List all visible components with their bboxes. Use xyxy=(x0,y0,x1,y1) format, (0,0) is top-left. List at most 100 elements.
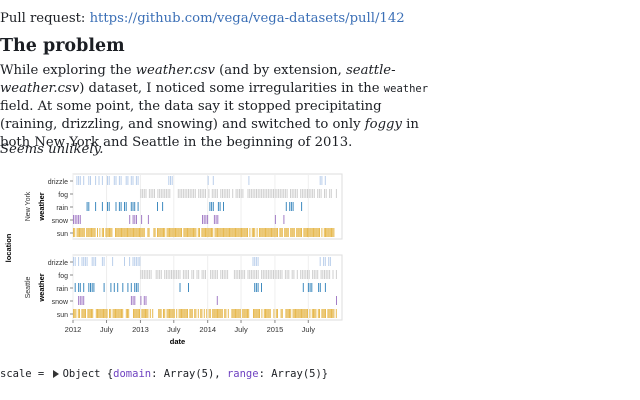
strip-mark-sun xyxy=(290,228,292,237)
expand-triangle-icon[interactable] xyxy=(52,370,59,378)
strip-mark-fog xyxy=(296,270,298,279)
strip-mark-sun xyxy=(189,309,191,318)
strip-mark-sun xyxy=(226,228,228,237)
strip-mark-fog xyxy=(266,189,268,198)
strip-mark-sun xyxy=(269,309,271,318)
strip-mark-sun xyxy=(215,309,217,318)
strip-mark-rain xyxy=(212,202,214,211)
strip-mark-fog xyxy=(215,189,217,198)
strip-mark-sun xyxy=(109,228,110,237)
strip-mark-rain xyxy=(125,202,127,211)
strip-mark-fog xyxy=(254,189,256,198)
strip-mark-fog xyxy=(257,189,259,198)
strip-mark-sun xyxy=(244,309,246,318)
strip-mark-fog xyxy=(203,270,205,279)
strip-mark-fog xyxy=(176,270,178,279)
para-text: ) dataset, I noticed some irregularities… xyxy=(79,81,384,96)
strip-mark-fog xyxy=(291,189,293,198)
strip-mark-sun xyxy=(87,228,89,237)
strip-mark-snow xyxy=(78,296,80,305)
strip-mark-sun xyxy=(271,228,272,237)
strip-mark-sun xyxy=(83,309,85,318)
strip-mark-sun xyxy=(117,309,119,318)
strip-mark-fog xyxy=(225,189,227,198)
strip-mark-sun xyxy=(139,309,140,318)
strip-mark-rain xyxy=(118,202,120,211)
strip-mark-sun xyxy=(268,309,270,318)
strip-mark-sun xyxy=(220,228,222,237)
strip-mark-fog xyxy=(165,189,167,198)
strip-mark-fog xyxy=(261,189,263,198)
strip-mark-fog xyxy=(159,189,161,198)
strip-mark-drizzle xyxy=(101,257,103,266)
strip-mark-sun xyxy=(297,309,299,318)
strip-mark-fog xyxy=(191,270,193,279)
strip-mark-sun xyxy=(149,309,151,318)
strip-mark-fog xyxy=(315,270,317,279)
strip-mark-fog xyxy=(201,270,203,279)
strip-mark-drizzle xyxy=(95,257,97,266)
strip-mark-sun xyxy=(158,309,160,318)
strip-mark-sun xyxy=(111,228,113,237)
strip-mark-sun xyxy=(143,309,145,318)
strip-mark-fog xyxy=(317,189,319,198)
strip-mark-rain xyxy=(211,202,213,211)
strip-mark-rain xyxy=(257,283,259,292)
strip-mark-fog xyxy=(320,189,322,198)
strip-mark-sun xyxy=(112,309,114,318)
strip-mark-sun xyxy=(197,309,199,318)
strip-mark-sun xyxy=(237,228,239,237)
strip-mark-sun xyxy=(129,228,131,237)
strip-mark-fog xyxy=(148,270,150,279)
strip-mark-sun xyxy=(231,309,233,318)
strip-mark-fog xyxy=(143,189,145,198)
strip-mark-drizzle xyxy=(207,176,209,185)
strip-mark-fog xyxy=(259,189,261,198)
category-label: fog xyxy=(58,273,68,280)
strip-mark-drizzle xyxy=(108,176,110,185)
pr-link[interactable]: https://github.com/vega/vega-datasets/pu… xyxy=(89,11,405,26)
strip-mark-fog xyxy=(216,270,218,279)
repl-output: scale = Object {domain: Array(5), range:… xyxy=(0,366,328,382)
strip-mark-fog xyxy=(220,270,222,279)
strip-mark-sun xyxy=(178,309,180,318)
strip-mark-sun xyxy=(176,228,178,237)
strip-mark-sun xyxy=(125,309,127,318)
strip-mark-sun xyxy=(190,309,192,318)
strip-mark-sun xyxy=(239,309,241,318)
strip-mark-sun xyxy=(171,228,173,237)
strip-mark-fog xyxy=(322,270,324,279)
strip-mark-sun xyxy=(235,309,236,318)
strip-mark-sun xyxy=(284,228,286,237)
strip-mark-fog xyxy=(301,270,303,279)
strip-mark-sun xyxy=(315,309,317,318)
strip-mark-drizzle xyxy=(139,257,141,266)
strip-mark-rain xyxy=(307,283,309,292)
strip-mark-sun xyxy=(225,309,227,318)
strip-mark-rain xyxy=(157,202,158,211)
strip-mark-fog xyxy=(152,189,154,198)
strip-mark-fog xyxy=(193,270,195,279)
strip-mark-snow xyxy=(203,215,205,224)
strip-mark-snow xyxy=(134,296,136,305)
strip-mark-fog xyxy=(329,189,331,198)
strip-mark-snow xyxy=(134,215,136,224)
strip-mark-sun xyxy=(286,309,288,318)
strip-mark-sun xyxy=(164,309,166,318)
strip-mark-sun xyxy=(169,309,170,318)
strip-mark-fog xyxy=(303,270,305,279)
strip-mark-sun xyxy=(143,228,145,237)
strip-mark-sun xyxy=(116,309,118,318)
para-text: While exploring the xyxy=(0,63,136,78)
strip-mark-sun xyxy=(333,228,335,237)
strip-mark-fog xyxy=(278,189,280,198)
strip-mark-sun xyxy=(245,309,247,318)
strip-mark-fog xyxy=(266,270,268,279)
strip-mark-sun xyxy=(178,228,180,237)
strip-mark-fog xyxy=(308,189,310,198)
strip-mark-sun xyxy=(221,228,223,237)
strip-mark-fog xyxy=(194,189,196,198)
strip-mark-sun xyxy=(313,309,314,318)
strip-mark-sun xyxy=(194,309,196,318)
strip-mark-sun xyxy=(89,309,91,318)
